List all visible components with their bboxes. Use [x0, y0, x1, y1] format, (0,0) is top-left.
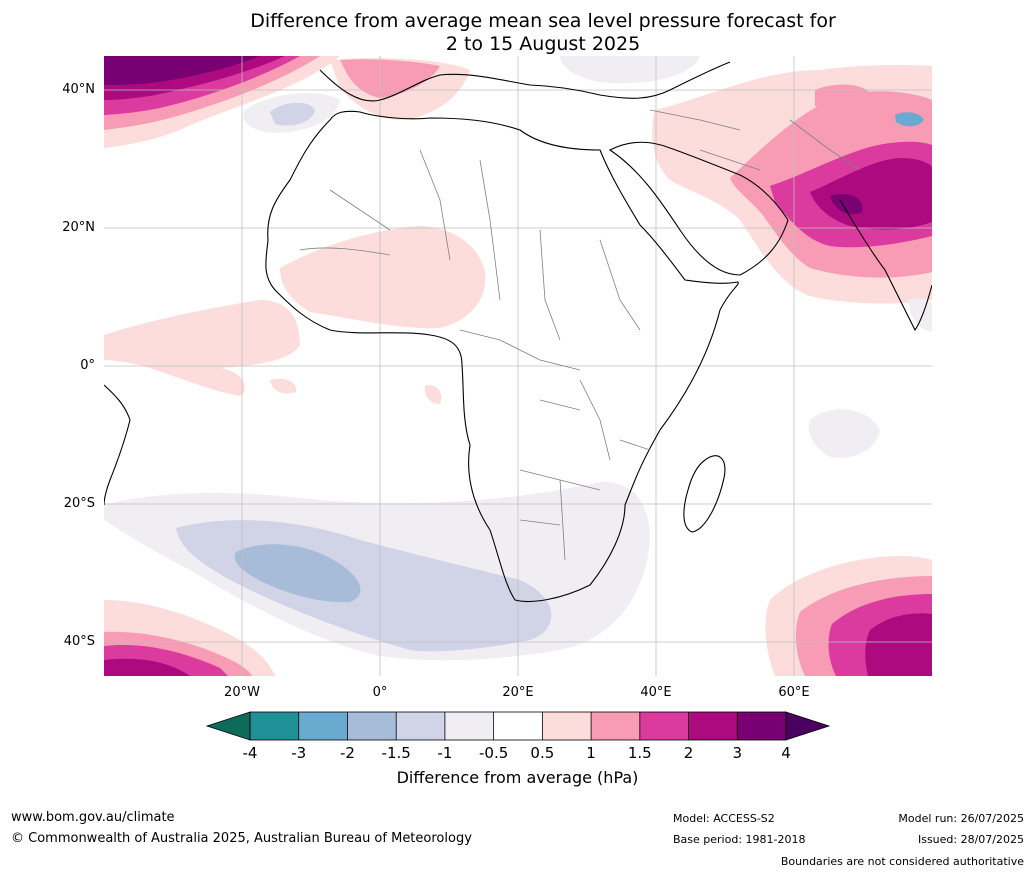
- colorbar-tick-label: -1.5: [381, 744, 411, 762]
- colorbar-tick-label: -2: [339, 744, 355, 762]
- border-east-africa: [539, 379, 651, 461]
- india-coastline: [839, 199, 932, 332]
- lon-label-20e: 20°E: [502, 685, 534, 700]
- coastlines: [104, 61, 932, 602]
- lat-label-20s: 20°S: [63, 496, 95, 511]
- chart-title-line-2: 2 to 15 August 2025: [445, 33, 641, 55]
- colorbar-extend-low: [205, 711, 251, 741]
- lon-label-40e: 40°E: [640, 685, 672, 700]
- footer-url[interactable]: www.bom.gov.au/climate: [11, 810, 175, 825]
- anomaly-himalaya-blue: [895, 112, 924, 127]
- colorbar-extend-high: [785, 711, 831, 741]
- south-america-coastline: [104, 384, 131, 506]
- anomaly-asia-dark-magenta: [810, 158, 932, 230]
- anomaly-nw-purple: [104, 56, 260, 85]
- lon-label-0: 0°: [372, 685, 388, 700]
- anomaly-eq-atlantic: [104, 300, 300, 396]
- colorbar-tick-label: -1: [437, 744, 453, 762]
- anomaly-sahel-light-pink: [280, 226, 486, 329]
- colorbar-bin: [688, 712, 738, 740]
- lat-label-20n: 20°N: [62, 220, 95, 235]
- anomaly-asia-pink-north: [815, 84, 875, 111]
- colorbar-tick-label: -0.5: [478, 744, 509, 762]
- lat-label-40n: 40°N: [62, 82, 95, 97]
- colorbar-tick-label: -4: [242, 744, 258, 762]
- graticule: [104, 56, 932, 676]
- anomaly-se-dark-magenta: [865, 613, 932, 676]
- colorbar-tick-label: 1.5: [627, 744, 652, 762]
- anomaly-atlantic-neg: [270, 102, 315, 126]
- colorbar-bin: [298, 712, 348, 740]
- footer-copyright: © Commonwealth of Australia 2025, Austra…: [11, 831, 472, 846]
- anomaly-sw-dark-magenta: [104, 658, 190, 676]
- madagascar-coastline: [683, 455, 726, 533]
- colorbar-bin: [542, 712, 592, 740]
- footer-issued: Issued: 28/07/2025: [917, 833, 1024, 846]
- colorbar-bin: [347, 712, 397, 740]
- lon-label-20w: 20°W: [224, 685, 260, 700]
- colorbar-bin: [737, 712, 786, 740]
- chart-title-line-1: Difference from average mean sea level p…: [250, 10, 836, 32]
- anomaly-eq-atlantic-blob: [270, 378, 297, 394]
- anomaly-asia-purple: [830, 193, 863, 215]
- colorbar-tick-label: 4: [781, 744, 791, 762]
- footer-model: Model: ACCESS-S2: [673, 812, 775, 825]
- anomaly-shading: [104, 56, 932, 676]
- border-central-africa: [459, 229, 641, 371]
- anomaly-indian-ocean-neg: [808, 409, 880, 458]
- anomaly-med-mid: [340, 59, 440, 98]
- colorbar-tick-label: 3: [732, 744, 743, 762]
- anomaly-satl-blue: [234, 544, 361, 603]
- colorbar-bin: [493, 712, 543, 740]
- colorbar-bin: [639, 712, 689, 740]
- colorbar-tick-label: 0.5: [530, 744, 555, 762]
- colorbar-tick-label: 1: [586, 744, 596, 762]
- border-west-africa: [299, 149, 501, 301]
- colorbar-bin: [396, 712, 445, 740]
- colorbar-bin: [444, 712, 494, 740]
- country-borders: [299, 109, 861, 561]
- colorbar-tick-label: 2: [683, 744, 694, 762]
- africa-coastline: [265, 110, 739, 602]
- colorbar-bin: [250, 712, 299, 740]
- europe-coastline: [319, 61, 731, 102]
- footer-model-run: Model run: 26/07/2025: [898, 812, 1024, 825]
- lon-label-60e: 60°E: [778, 685, 810, 700]
- footer-base-period: Base period: 1981-2018: [673, 833, 806, 846]
- footer-disclaimer: Boundaries are not considered authoritat…: [780, 855, 1024, 868]
- lat-label-0: 0°: [80, 358, 95, 373]
- anomaly-eq-atlantic-blob2: [424, 385, 442, 404]
- border-southern-africa: [519, 469, 601, 561]
- colorbar-tick-label: -3: [291, 744, 307, 762]
- arabia-coastline: [608, 141, 789, 276]
- colorbar-label: Difference from average (hPa): [396, 768, 639, 787]
- border-middle-east: [649, 109, 861, 171]
- colorbar-bin: [591, 712, 640, 740]
- anomaly-turkey-light: [560, 56, 700, 84]
- lat-label-40s: 40°S: [63, 634, 95, 649]
